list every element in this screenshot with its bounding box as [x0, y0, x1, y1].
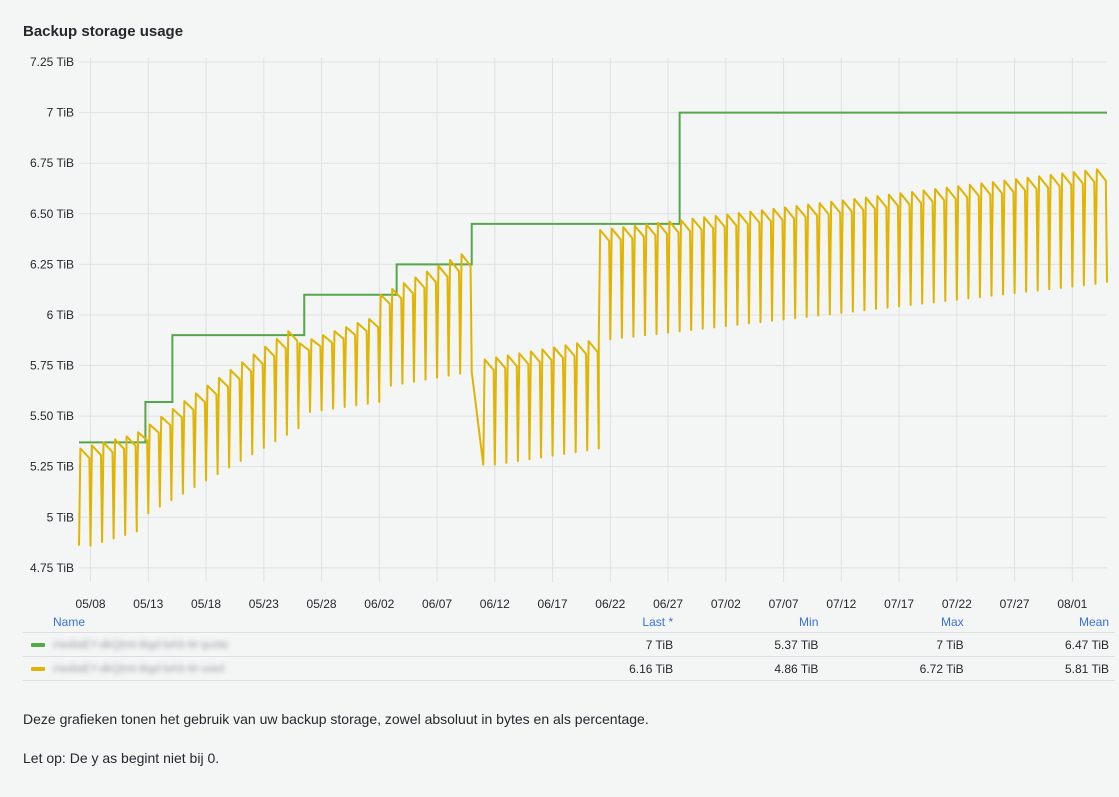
x-tick-label: 05/13 [133, 597, 163, 611]
legend-header-row: Name Last * Min Max Mean [23, 611, 1115, 633]
y-tick-label: 5.50 TiB [30, 409, 74, 423]
y-tick-label: 6.50 TiB [30, 207, 74, 221]
series-name[interactable]: mediaEY-dkQtmt-tkgd-bAS-M quota [53, 639, 229, 652]
x-tick-label: 06/12 [480, 597, 510, 611]
x-tick-label: 05/28 [307, 597, 337, 611]
x-tick-label: 06/22 [595, 597, 625, 611]
series-name[interactable]: mediaEY-dkQtmt-tkgd-bAS-M used [53, 663, 225, 676]
legend-header-last[interactable]: Last * [533, 611, 680, 633]
x-tick-label: 05/18 [191, 597, 221, 611]
legend-min-value: 5.37 TiB [679, 632, 825, 657]
series-color-swatch [31, 643, 45, 648]
x-tick-label: 07/27 [1000, 597, 1030, 611]
legend-header-mean[interactable]: Mean [969, 611, 1115, 633]
y-tick-label: 5 TiB [47, 510, 74, 524]
y-tick-label: 6.75 TiB [30, 156, 74, 170]
y-tick-label: 5.75 TiB [30, 359, 74, 373]
legend-series-cell[interactable]: mediaEY-dkQtmt-tkgd-bAS-M used [23, 656, 534, 681]
y-tick-label: 4.75 TiB [30, 561, 74, 575]
series-line-used [78, 168, 1108, 547]
x-tick-label: 07/12 [826, 597, 856, 611]
chart-description: Deze grafieken tonen het gebruik van uw … [23, 711, 649, 727]
legend-series-cell[interactable]: mediaEY-dkQtmt-tkgd-bAS-M quota [23, 632, 534, 657]
x-tick-label: 06/07 [422, 597, 452, 611]
series-color-swatch [31, 667, 45, 672]
x-tick-label: 05/08 [76, 597, 106, 611]
legend-max-value: 6.72 TiB [824, 656, 970, 681]
legend-row-used[interactable]: mediaEY-dkQtmt-tkgd-bAS-M used 6.16 TiB … [23, 656, 1115, 681]
series-line-quota [79, 111, 1107, 444]
x-tick-label: 07/07 [769, 597, 799, 611]
legend-mean-value: 6.47 TiB [969, 632, 1115, 657]
x-tick-label: 07/22 [942, 597, 972, 611]
x-tick-label: 05/23 [249, 597, 279, 611]
legend-mean-value: 5.81 TiB [969, 656, 1115, 681]
legend-min-value: 4.86 TiB [679, 656, 825, 681]
legend-header-max[interactable]: Max [824, 611, 970, 633]
storage-usage-chart[interactable]: 4.75 TiB 5 TiB 5.25 TiB 5.50 TiB 5.75 TiB 6 T… [0, 0, 1119, 625]
y-tick-label: 6 TiB [47, 308, 74, 322]
x-tick-label: 06/27 [653, 597, 683, 611]
legend-max-value: 7 TiB [824, 632, 970, 657]
y-axis-note: Let op: De y as begint niet bij 0. [23, 750, 220, 766]
y-tick-label: 5.25 TiB [30, 460, 74, 474]
legend-row-quota[interactable]: mediaEY-dkQtmt-tkgd-bAS-M quota 7 TiB 5.… [23, 632, 1115, 657]
legend-last-value: 6.16 TiB [533, 656, 680, 681]
panel-title: Backup storage usage [23, 23, 184, 40]
chart-legend: Name Last * Min Max Mean mediaEY-dkQtmt-… [23, 611, 1115, 681]
legend-header-name[interactable]: Name [23, 611, 534, 633]
x-tick-label: 06/02 [364, 597, 394, 611]
x-tick-label: 08/01 [1057, 597, 1087, 611]
x-tick-label: 07/02 [711, 597, 741, 611]
y-tick-label: 7 TiB [47, 106, 74, 120]
x-tick-label: 07/17 [884, 597, 914, 611]
y-tick-label: 7.25 TiB [30, 55, 74, 69]
legend-header-min[interactable]: Min [679, 611, 825, 633]
legend-last-value: 7 TiB [533, 632, 680, 657]
x-tick-label: 06/17 [538, 597, 568, 611]
y-tick-label: 6.25 TiB [30, 257, 74, 271]
